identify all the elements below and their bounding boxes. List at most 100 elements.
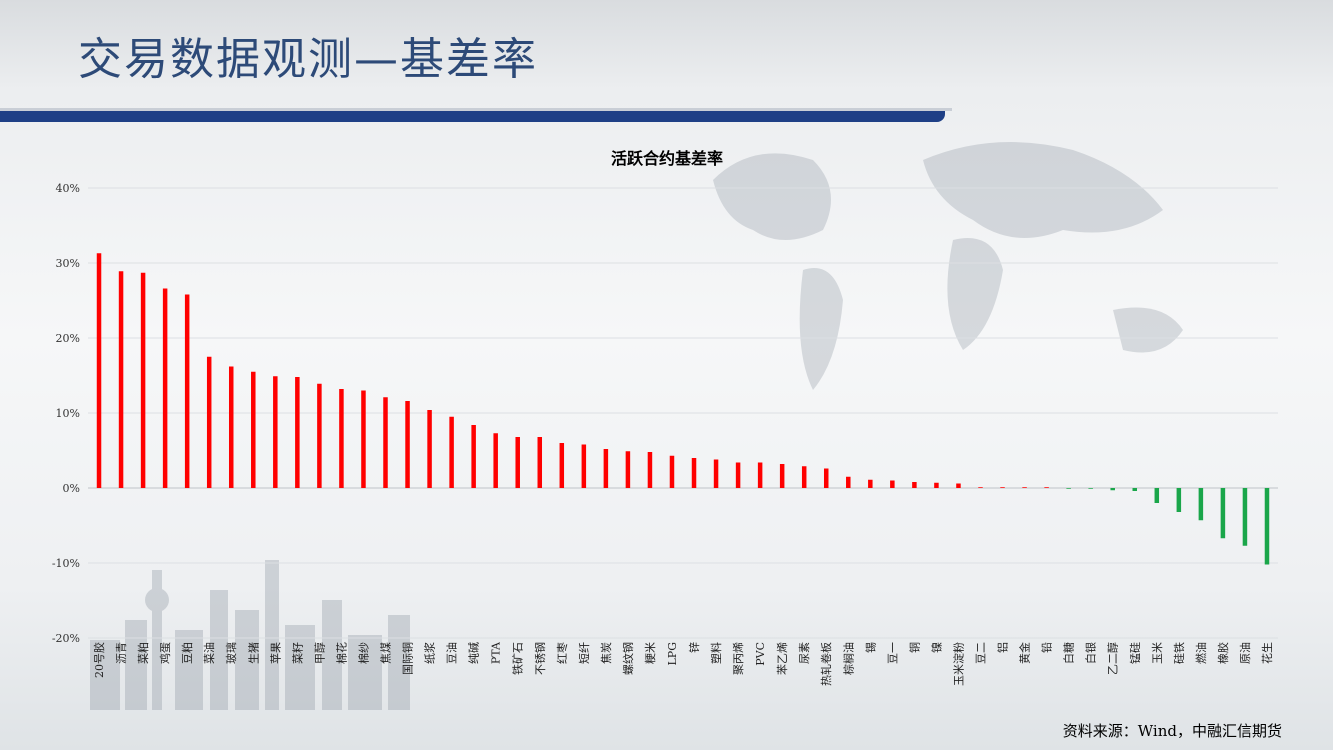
bar bbox=[1198, 488, 1204, 521]
x-tick-label: 不锈钢 bbox=[534, 642, 547, 675]
bar bbox=[912, 482, 917, 488]
x-tick-label: 玉米淀粉 bbox=[951, 642, 965, 686]
bar bbox=[361, 390, 366, 488]
bar bbox=[978, 487, 983, 488]
bar bbox=[471, 425, 476, 488]
bar bbox=[206, 356, 212, 488]
x-tick-label: 花生 bbox=[1260, 642, 1274, 664]
bar bbox=[1132, 488, 1138, 491]
page-title: 交易数据观测—基差率 bbox=[78, 34, 538, 85]
x-tick-label: 菜粕 bbox=[136, 642, 150, 664]
x-tick-label: 甲醇 bbox=[312, 642, 326, 664]
bar bbox=[118, 271, 124, 488]
x-tick-label: 豆二 bbox=[975, 642, 988, 664]
bar bbox=[493, 433, 498, 488]
x-tick-label: 焦炭 bbox=[600, 642, 613, 664]
bar bbox=[1110, 488, 1115, 491]
bar bbox=[603, 449, 609, 488]
y-tick-label: 40% bbox=[56, 182, 80, 195]
x-tick-label: 乙二醇 bbox=[1106, 642, 1120, 675]
x-tick-label: PVC bbox=[754, 642, 767, 666]
y-tick-label: -20% bbox=[52, 632, 80, 645]
bar bbox=[1176, 488, 1182, 512]
bar bbox=[1242, 488, 1248, 546]
x-tick-label: 锡 bbox=[863, 642, 877, 653]
x-tick-label: 橡胶 bbox=[1216, 642, 1230, 664]
bar bbox=[1044, 487, 1049, 488]
x-tick-label: 20号胶 bbox=[92, 642, 106, 678]
bar bbox=[625, 451, 631, 488]
bar bbox=[934, 482, 939, 488]
city-skyline-watermark bbox=[90, 560, 410, 710]
x-tick-label: 苹果 bbox=[268, 642, 282, 664]
bar bbox=[515, 437, 520, 488]
x-tick-label: 纯碱 bbox=[468, 642, 481, 664]
x-tick-label: 尿素 bbox=[798, 642, 811, 664]
bar bbox=[427, 410, 432, 488]
bar bbox=[295, 377, 300, 488]
title-underline-shadow bbox=[0, 108, 952, 111]
x-tick-label: 豆一 bbox=[886, 642, 899, 664]
bar bbox=[779, 464, 785, 488]
x-tick-label: 锌 bbox=[687, 642, 701, 653]
x-tick-label: 黄金 bbox=[1018, 642, 1032, 664]
x-tick-label: 白银 bbox=[1084, 642, 1098, 664]
bar bbox=[184, 294, 190, 488]
x-tick-label: 塑料 bbox=[709, 642, 723, 664]
x-tick-label: 豆油 bbox=[445, 642, 459, 664]
x-tick-label: 白糖 bbox=[1062, 642, 1076, 664]
bar bbox=[140, 272, 146, 488]
x-tick-label: 玻璃 bbox=[224, 642, 238, 664]
y-tick-label: -10% bbox=[52, 557, 80, 570]
x-tick-label: 纸浆 bbox=[423, 642, 437, 664]
bar bbox=[339, 389, 344, 488]
x-tick-label: 硅铁 bbox=[1173, 642, 1186, 664]
bar bbox=[691, 458, 697, 488]
bar bbox=[449, 416, 454, 488]
bar bbox=[669, 455, 675, 488]
x-tick-label: 铜 bbox=[907, 642, 921, 653]
bar bbox=[846, 476, 851, 488]
bar bbox=[1264, 488, 1270, 565]
bar bbox=[713, 459, 719, 488]
bar bbox=[647, 452, 653, 488]
bar bbox=[1000, 487, 1005, 488]
x-tick-label: 热轧卷板 bbox=[819, 642, 833, 686]
x-tick-label: 镍 bbox=[929, 642, 943, 653]
bar bbox=[757, 462, 763, 488]
x-tick-label: 棕榈油 bbox=[841, 642, 855, 675]
y-tick-label: 10% bbox=[56, 407, 80, 420]
x-tick-label: 短纤 bbox=[577, 642, 591, 664]
x-tick-label: 螺纹钢 bbox=[621, 642, 635, 675]
bar bbox=[559, 443, 565, 488]
bar bbox=[823, 468, 829, 488]
x-tick-label: 棉纱 bbox=[356, 642, 370, 664]
bar bbox=[1154, 488, 1160, 503]
chart-title: 活跃合约基差率 bbox=[611, 149, 723, 168]
bar bbox=[317, 383, 322, 488]
y-tick-label: 0% bbox=[63, 482, 80, 495]
bar bbox=[383, 397, 388, 488]
x-tick-label: 粳米 bbox=[643, 642, 657, 664]
x-tick-label: LPG bbox=[666, 642, 679, 666]
y-tick-label: 20% bbox=[56, 332, 80, 345]
x-tick-label: 燃油 bbox=[1194, 642, 1208, 664]
bar bbox=[162, 288, 168, 488]
bar bbox=[1066, 488, 1071, 489]
x-tick-label: 玉米 bbox=[1151, 642, 1164, 664]
x-tick-label: 棉花 bbox=[334, 642, 348, 664]
x-tick-label: 鸡蛋 bbox=[158, 642, 172, 664]
x-tick-label: 菜油 bbox=[202, 642, 216, 664]
x-tick-label: 豆粕 bbox=[180, 642, 194, 664]
x-tick-label: 锰硅 bbox=[1128, 642, 1142, 664]
x-tick-label: 焦煤 bbox=[380, 642, 393, 664]
x-tick-label: 原油 bbox=[1238, 642, 1252, 664]
bar bbox=[735, 462, 741, 488]
bar bbox=[273, 376, 278, 488]
x-tick-label: 铅 bbox=[1040, 642, 1054, 653]
x-tick-label: 聚丙烯 bbox=[732, 642, 745, 675]
bar bbox=[581, 444, 587, 488]
x-tick-label: 铁矿石 bbox=[512, 642, 525, 675]
world-map-watermark bbox=[713, 142, 1183, 390]
